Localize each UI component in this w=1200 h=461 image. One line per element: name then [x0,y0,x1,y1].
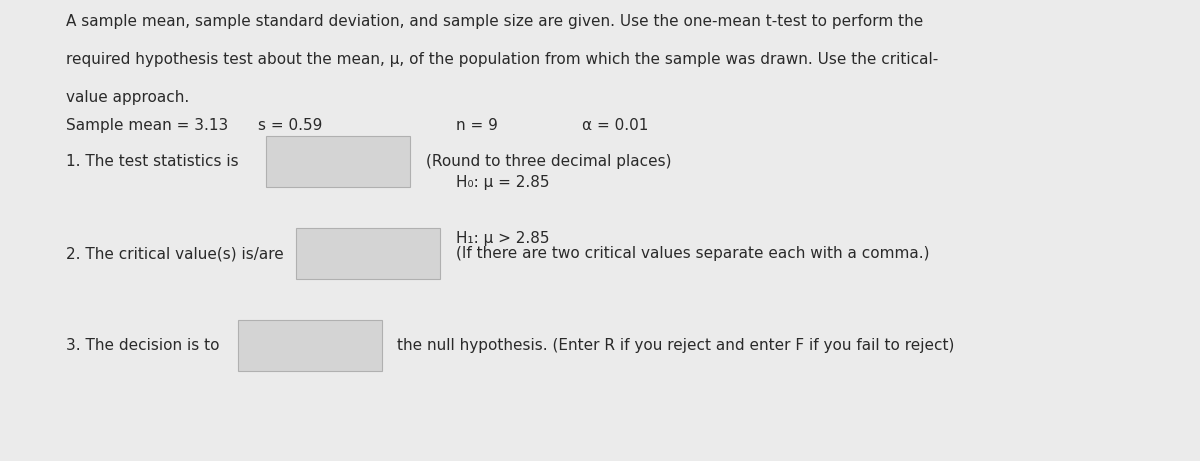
Text: α = 0.01: α = 0.01 [582,118,648,133]
Text: H₀: μ = 2.85: H₀: μ = 2.85 [456,175,550,190]
FancyBboxPatch shape [296,228,440,279]
FancyBboxPatch shape [266,136,410,187]
Text: required hypothesis test about the mean, μ, of the population from which the sam: required hypothesis test about the mean,… [66,52,938,67]
Text: n = 9: n = 9 [456,118,498,133]
Text: s = 0.59: s = 0.59 [258,118,323,133]
Text: A sample mean, sample standard deviation, and sample size are given. Use the one: A sample mean, sample standard deviation… [66,14,923,29]
Text: 2. The critical value(s) is/are: 2. The critical value(s) is/are [66,246,283,261]
Text: value approach.: value approach. [66,90,190,106]
Text: (Round to three decimal places): (Round to three decimal places) [426,154,672,169]
FancyBboxPatch shape [238,320,382,371]
Text: Sample mean = 3.13: Sample mean = 3.13 [66,118,228,133]
Text: 3. The decision is to: 3. The decision is to [66,338,220,353]
Text: the null hypothesis. (Enter R if you reject and enter F if you fail to reject): the null hypothesis. (Enter R if you rej… [397,338,954,353]
Text: 1. The test statistics is: 1. The test statistics is [66,154,239,169]
Text: (If there are two critical values separate each with a comma.): (If there are two critical values separa… [456,246,930,261]
Text: H₁: μ > 2.85: H₁: μ > 2.85 [456,230,550,246]
